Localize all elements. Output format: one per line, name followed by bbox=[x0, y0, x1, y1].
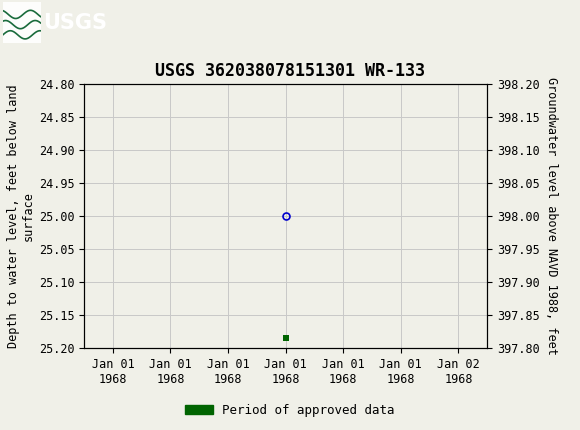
Y-axis label: Groundwater level above NAVD 1988, feet: Groundwater level above NAVD 1988, feet bbox=[545, 77, 558, 355]
Text: USGS: USGS bbox=[44, 12, 107, 33]
Y-axis label: Depth to water level, feet below land
surface: Depth to water level, feet below land su… bbox=[6, 84, 35, 348]
Text: USGS 362038078151301 WR-133: USGS 362038078151301 WR-133 bbox=[155, 62, 425, 80]
Legend: Period of approved data: Period of approved data bbox=[180, 399, 400, 421]
